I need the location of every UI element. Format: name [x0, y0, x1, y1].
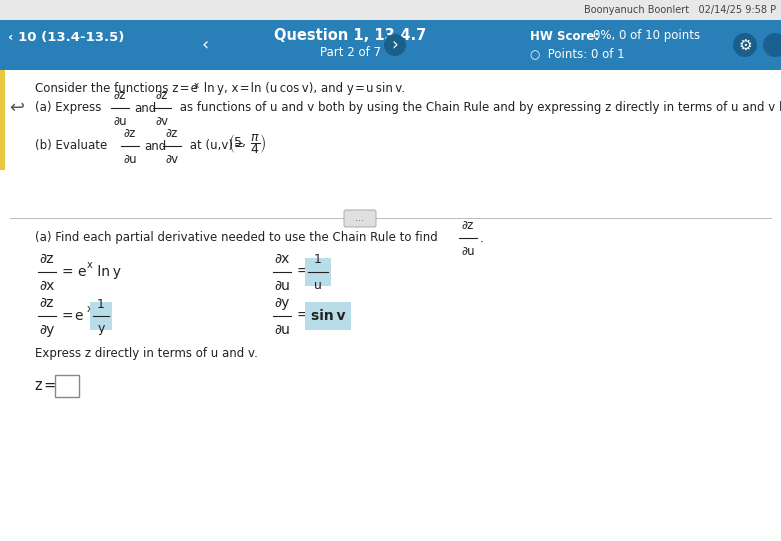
Text: Consider the functions z = e: Consider the functions z = e: [35, 82, 198, 95]
Text: Part 2 of 7: Part 2 of 7: [319, 47, 380, 60]
Text: = e: = e: [62, 309, 84, 323]
Circle shape: [384, 34, 406, 56]
Bar: [55, 375, 79, 397]
Text: ∂v: ∂v: [166, 153, 179, 166]
Text: = e: = e: [62, 265, 87, 279]
Text: Boonyanuch Boonlert   02/14/25 9:58 P: Boonyanuch Boonlert 02/14/25 9:58 P: [584, 5, 776, 15]
Text: ∂u: ∂u: [462, 245, 475, 258]
Text: u: u: [314, 279, 322, 292]
Text: ↩: ↩: [9, 99, 24, 117]
Text: at (u,v) =: at (u,v) =: [186, 140, 244, 153]
Text: and: and: [144, 140, 166, 153]
Text: ∂u: ∂u: [274, 279, 290, 293]
Text: 0%, 0 of 10 points: 0%, 0 of 10 points: [593, 30, 700, 43]
Text: HW Score:: HW Score:: [530, 30, 604, 43]
Text: (a) Find each partial derivative needed to use the Chain Rule to find: (a) Find each partial derivative needed …: [35, 232, 437, 245]
Text: $\left(5,\,\dfrac{\pi}{4}\right)$: $\left(5,\,\dfrac{\pi}{4}\right)$: [228, 132, 266, 156]
Text: ‹: ‹: [201, 36, 209, 54]
Bar: [0, 20, 781, 70]
Bar: [0, 70, 5, 170]
Text: ∂z: ∂z: [40, 252, 54, 266]
Text: .: .: [480, 232, 483, 245]
Text: (b) Evaluate: (b) Evaluate: [35, 140, 107, 153]
Bar: [90, 302, 112, 330]
Text: ∂z: ∂z: [114, 89, 127, 102]
Text: ∂y: ∂y: [39, 323, 55, 337]
Text: ‹ 10 (13.4-13.5): ‹ 10 (13.4-13.5): [8, 31, 124, 44]
Circle shape: [733, 33, 757, 57]
Text: ∂x: ∂x: [274, 252, 290, 266]
Text: ∂u: ∂u: [274, 323, 290, 337]
Circle shape: [763, 33, 781, 57]
Text: ∂z: ∂z: [124, 127, 136, 140]
Text: =: =: [296, 265, 308, 279]
Text: z =: z =: [35, 379, 56, 393]
Text: ∂z: ∂z: [462, 219, 474, 232]
Text: 1: 1: [314, 253, 322, 266]
Bar: [305, 258, 331, 286]
Text: ∂z: ∂z: [156, 89, 168, 102]
Text: 1: 1: [97, 298, 105, 311]
Text: ∂v: ∂v: [155, 115, 169, 128]
Text: ∂z: ∂z: [166, 127, 178, 140]
Text: sin v: sin v: [311, 309, 345, 323]
Text: and: and: [134, 102, 156, 115]
Text: x: x: [87, 304, 93, 314]
FancyBboxPatch shape: [344, 210, 376, 227]
Text: ○  Points: 0 of 1: ○ Points: 0 of 1: [530, 48, 625, 61]
Text: ∂u: ∂u: [113, 115, 127, 128]
Bar: [0, 70, 781, 541]
Text: as functions of u and v both by using the Chain Rule and by expressing z directl: as functions of u and v both by using th…: [176, 102, 781, 115]
Text: ⚙: ⚙: [738, 37, 752, 52]
Text: ›: ›: [391, 36, 398, 54]
Bar: [0, 0, 781, 20]
Text: ...: ...: [355, 213, 365, 223]
Text: ∂x: ∂x: [39, 279, 55, 293]
Text: y: y: [98, 322, 105, 335]
Text: x: x: [194, 81, 199, 90]
Text: x: x: [87, 260, 93, 270]
Text: Express z directly in terms of u and v.: Express z directly in terms of u and v.: [35, 347, 258, 360]
Text: ∂u: ∂u: [123, 153, 137, 166]
Text: ∂y: ∂y: [274, 296, 290, 310]
Bar: [305, 302, 351, 330]
Text: Question 1, 13.4.7: Question 1, 13.4.7: [274, 28, 426, 43]
Text: (a) Express: (a) Express: [35, 102, 102, 115]
Text: ln y, x = ln (u cos v), and y = u sin v.: ln y, x = ln (u cos v), and y = u sin v.: [200, 82, 405, 95]
Text: ln y: ln y: [93, 265, 121, 279]
Text: =: =: [296, 309, 308, 323]
Text: ∂z: ∂z: [40, 296, 54, 310]
